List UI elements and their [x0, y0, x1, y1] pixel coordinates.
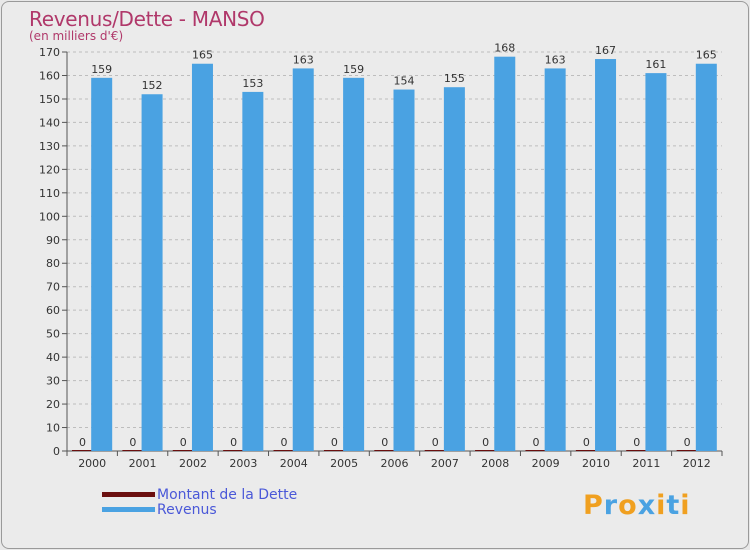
- y-tick-label: 30: [46, 375, 60, 388]
- x-tick-label: 2008: [481, 457, 509, 470]
- debt-bar: [122, 450, 144, 451]
- y-tick-label: 10: [46, 422, 60, 435]
- y-tick-label: 50: [46, 328, 60, 341]
- revenue-bar: [494, 56, 516, 451]
- revenue-bar: [695, 63, 717, 452]
- revenue-value-label: 167: [595, 44, 616, 57]
- x-tick-label: 2002: [179, 457, 207, 470]
- x-tick-label: 2011: [632, 457, 660, 470]
- debt-value-label: 0: [633, 436, 640, 449]
- logo-letter: i: [656, 490, 667, 521]
- x-tick-label: 2007: [431, 457, 459, 470]
- legend-swatch-revenus: [102, 507, 155, 512]
- y-tick-label: 70: [46, 281, 60, 294]
- x-tick-label: 2009: [532, 457, 560, 470]
- logo-letter: x: [637, 490, 657, 521]
- debt-value-label: 0: [180, 436, 187, 449]
- revenue-value-label: 159: [91, 63, 112, 76]
- revenue-bar: [443, 87, 465, 452]
- revenue-bar: [191, 63, 213, 452]
- revenue-bar: [595, 59, 617, 452]
- debt-value-label: 0: [281, 436, 288, 449]
- revenue-bar: [645, 73, 667, 451]
- debt-value-label: 0: [129, 436, 136, 449]
- x-tick-label: 2006: [381, 457, 409, 470]
- debt-bar: [223, 450, 245, 451]
- debt-value-label: 0: [432, 436, 439, 449]
- revenue-value-label: 155: [444, 72, 465, 85]
- revenue-bar: [393, 89, 415, 451]
- x-tick-label: 2005: [330, 457, 358, 470]
- revenue-value-label: 163: [545, 53, 566, 66]
- chart-subtitle: (en milliers d'€): [29, 29, 124, 43]
- revenue-value-label: 153: [242, 77, 263, 90]
- debt-bar: [575, 450, 597, 451]
- revenue-value-label: 159: [343, 63, 364, 76]
- revenue-bar: [544, 68, 566, 451]
- y-tick-label: 100: [39, 210, 60, 223]
- y-tick-label: 20: [46, 398, 60, 411]
- logo-letter: P: [583, 490, 604, 521]
- debt-value-label: 0: [381, 436, 388, 449]
- debt-bar: [72, 450, 93, 451]
- logo-letter: r: [603, 490, 619, 521]
- logo-letter: o: [618, 490, 638, 521]
- y-tick-label: 130: [39, 140, 60, 153]
- debt-value-label: 0: [230, 436, 237, 449]
- debt-bar: [374, 450, 396, 451]
- y-tick-label: 60: [46, 304, 60, 317]
- revenue-value-label: 152: [142, 79, 163, 92]
- x-tick-label: 2000: [78, 457, 106, 470]
- revenue-value-label: 154: [394, 75, 415, 88]
- revenue-value-label: 163: [293, 53, 314, 66]
- revenue-value-label: 165: [192, 49, 213, 62]
- revenue-bar: [292, 68, 314, 451]
- debt-value-label: 0: [532, 436, 539, 449]
- x-tick-label: 2004: [280, 457, 308, 470]
- chart-title: Revenus/Dette - MANSO: [29, 7, 265, 31]
- x-tick-label: 2001: [129, 457, 157, 470]
- x-tick-label: 2003: [229, 457, 257, 470]
- y-tick-label: 160: [39, 69, 60, 82]
- debt-value-label: 0: [482, 436, 489, 449]
- revenue-bar: [141, 94, 163, 451]
- debt-bar: [323, 450, 345, 451]
- legend-label-dette: Montant de la Dette: [157, 487, 298, 503]
- debt-value-label: 0: [79, 436, 86, 449]
- revenue-value-label: 165: [696, 49, 717, 62]
- logo-letter: i: [680, 490, 691, 521]
- y-tick-label: 150: [39, 93, 60, 106]
- y-tick-label: 80: [46, 257, 60, 270]
- debt-value-label: 0: [583, 436, 590, 449]
- proxiti-logo: Proxiti: [583, 490, 691, 521]
- legend-swatch-dette: [102, 492, 155, 497]
- x-tick-label: 2010: [582, 457, 610, 470]
- y-tick-label: 170: [39, 46, 60, 59]
- debt-value-label: 0: [331, 436, 338, 449]
- revenue-value-label: 161: [645, 58, 666, 71]
- y-tick-label: 40: [46, 351, 60, 364]
- y-tick-label: 0: [53, 445, 60, 458]
- debt-bar: [273, 450, 295, 451]
- revenue-bar: [91, 77, 113, 451]
- y-tick-label: 90: [46, 234, 60, 247]
- legend-label-revenus: Revenus: [157, 502, 217, 518]
- revenue-value-label: 168: [494, 42, 515, 55]
- debt-bar: [475, 450, 497, 451]
- debt-bar: [626, 450, 648, 451]
- x-tick-label: 2012: [683, 457, 711, 470]
- y-tick-label: 140: [39, 116, 60, 129]
- debt-bar: [525, 450, 547, 451]
- debt-bar: [676, 450, 698, 451]
- y-tick-label: 120: [39, 163, 60, 176]
- revenue-bar: [242, 91, 264, 452]
- y-tick-label: 110: [39, 187, 60, 200]
- debt-value-label: 0: [684, 436, 691, 449]
- debt-bar: [424, 450, 446, 451]
- logo-letter: t: [666, 490, 681, 521]
- revenue-bar: [343, 77, 365, 451]
- debt-bar: [172, 450, 194, 451]
